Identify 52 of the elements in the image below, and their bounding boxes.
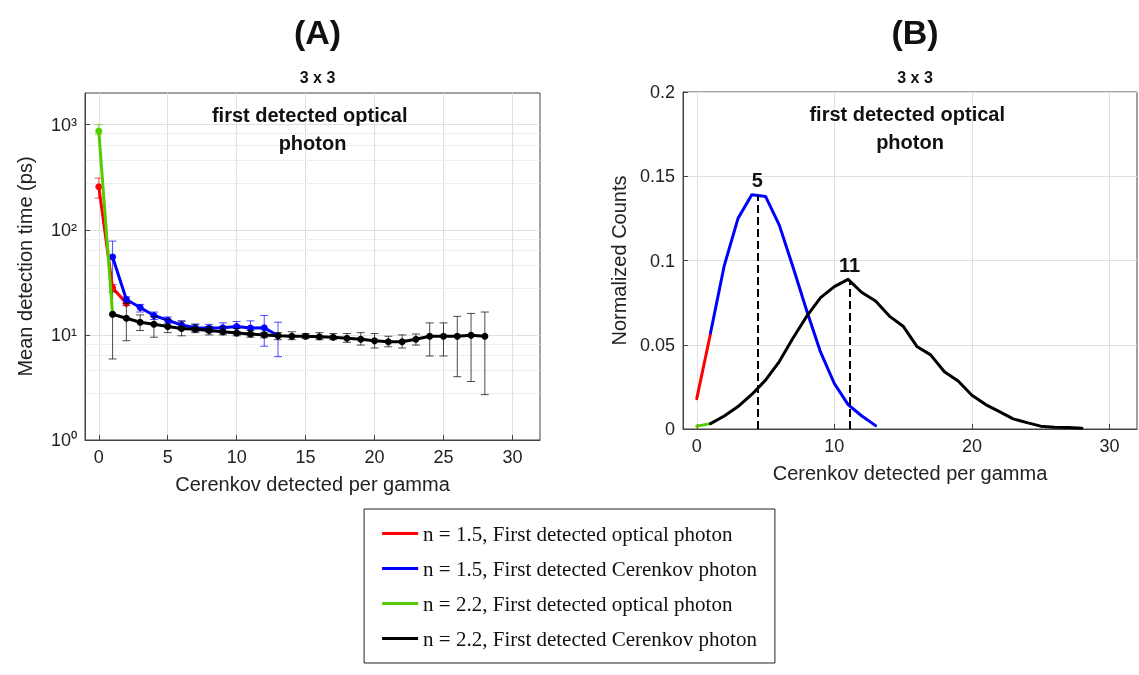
point <box>398 338 406 346</box>
point <box>426 332 434 340</box>
legend-label: n = 2.2, First detected Cerenkov photon <box>423 626 758 651</box>
x-tick-label: 5 <box>162 447 173 467</box>
legend-label: n = 1.5, First detected optical photon <box>423 521 733 546</box>
point <box>122 314 130 322</box>
point <box>109 253 117 261</box>
x-tick-label: 25 <box>433 447 454 467</box>
point <box>481 332 489 340</box>
annotation: first detected optical photon <box>211 104 414 154</box>
x-axis-title: Cerenkov detected per gamma <box>772 462 1049 484</box>
point <box>467 331 475 339</box>
legend-label: n = 2.2, First detected optical photon <box>423 591 733 616</box>
x-tick-label: 30 <box>502 447 523 467</box>
point <box>453 332 461 340</box>
x-tick-label: 0 <box>93 447 104 467</box>
point <box>150 320 158 328</box>
y-tick-label: 0.15 <box>639 166 675 187</box>
y-tick-label: 10¹ <box>50 324 78 345</box>
x-tick-label: 0 <box>691 436 702 456</box>
y-tick-label: 0.05 <box>639 334 675 355</box>
chart-subtitle: 3 x 3 <box>299 68 336 86</box>
chart-title: (A) <box>293 13 342 51</box>
y-tick-label: 0 <box>664 419 675 439</box>
y-axis-title: Normalized Counts <box>608 175 631 346</box>
point <box>136 318 144 326</box>
point <box>371 337 379 345</box>
annotation: 5 <box>751 169 763 192</box>
point <box>439 332 447 340</box>
x-axis-title: Cerenkov detected per gamma <box>175 473 451 495</box>
x-tick-label: 15 <box>295 447 316 467</box>
point <box>164 323 172 331</box>
x-tick-label: 20 <box>364 447 385 467</box>
y-tick-label: 0.1 <box>649 250 675 271</box>
y-axis-title: Mean detection time (ps) <box>14 156 36 377</box>
x-tick-label: 20 <box>961 436 982 456</box>
legend-label: n = 1.5, First detected Cerenkov photon <box>423 556 758 581</box>
point <box>95 183 103 191</box>
x-tick-label: 10 <box>824 436 845 456</box>
annotation: 11 <box>838 253 861 276</box>
point <box>178 325 186 332</box>
y-tick-label: 10³ <box>50 114 78 135</box>
y-tick-label: 0.2 <box>649 82 675 102</box>
chart-title: (B) <box>891 13 939 51</box>
y-tick-label: 10⁰ <box>50 430 77 450</box>
y-tick-label: 10² <box>50 219 78 240</box>
x-tick-label: 10 <box>226 447 247 467</box>
point <box>260 324 268 332</box>
annotation: first detected optical photon <box>809 103 1011 153</box>
chart-subtitle: 3 x 3 <box>897 68 933 86</box>
line-series <box>709 193 878 428</box>
x-tick-label: 30 <box>1099 436 1120 456</box>
